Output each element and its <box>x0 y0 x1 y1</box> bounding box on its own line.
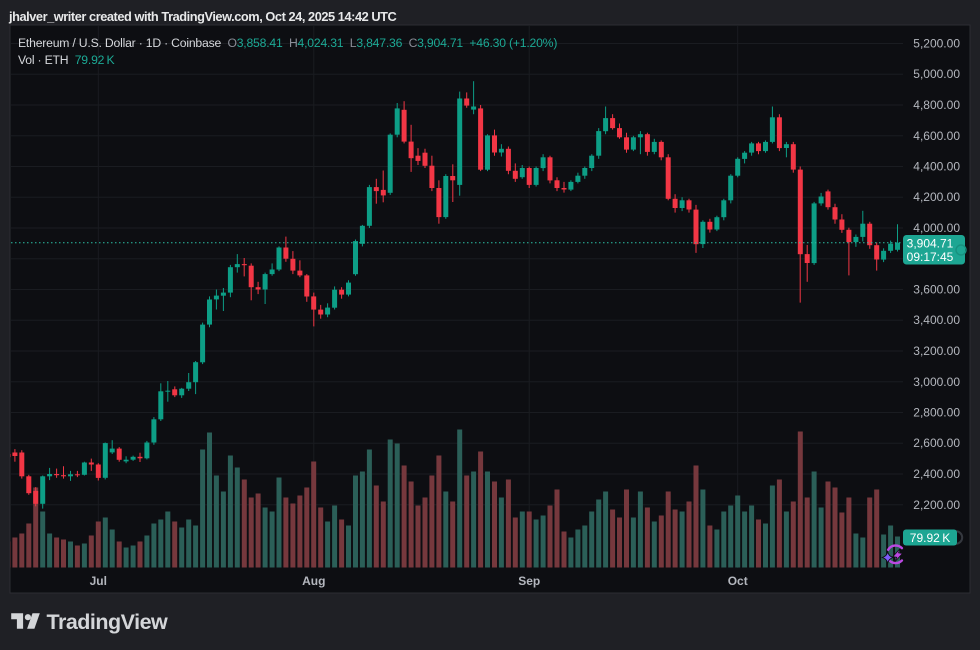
svg-text:Ethereum / U.S. Dollar · 1D ·: Ethereum / U.S. Dollar · 1D · Coinbase O… <box>18 36 557 50</box>
svg-text:5,000.00: 5,000.00 <box>913 67 960 81</box>
svg-text:Sep: Sep <box>518 574 540 588</box>
svg-text:4,000.00: 4,000.00 <box>913 221 960 235</box>
svg-text:09:17:45: 09:17:45 <box>907 250 954 264</box>
svg-text:3,200.00: 3,200.00 <box>913 344 960 358</box>
svg-text:4,400.00: 4,400.00 <box>913 160 960 174</box>
svg-text:Oct: Oct <box>728 574 748 588</box>
svg-text:Jul: Jul <box>90 574 107 588</box>
svg-text:3,600.00: 3,600.00 <box>913 283 960 297</box>
svg-text:3,904.71: 3,904.71 <box>907 237 954 251</box>
svg-text:79.92 K: 79.92 K <box>910 531 950 545</box>
svg-text:3,000.00: 3,000.00 <box>913 375 960 389</box>
svg-text:Vol · ETH 79.92 K: Vol · ETH 79.92 K <box>18 53 114 67</box>
svg-text:jhalver_writer created with Tr: jhalver_writer created with TradingView.… <box>8 9 397 24</box>
svg-text:5,200.00: 5,200.00 <box>913 37 960 51</box>
svg-text:2,200.00: 2,200.00 <box>913 498 960 512</box>
svg-text:4,600.00: 4,600.00 <box>913 129 960 143</box>
svg-text:2,400.00: 2,400.00 <box>913 467 960 481</box>
svg-text:4,200.00: 4,200.00 <box>913 190 960 204</box>
svg-text:4,800.00: 4,800.00 <box>913 98 960 112</box>
svg-text:2,800.00: 2,800.00 <box>913 406 960 420</box>
svg-text:Aug: Aug <box>302 574 325 588</box>
svg-text:3,400.00: 3,400.00 <box>913 313 960 327</box>
svg-text:2,600.00: 2,600.00 <box>913 436 960 450</box>
svg-text:TradingView: TradingView <box>47 610 169 634</box>
